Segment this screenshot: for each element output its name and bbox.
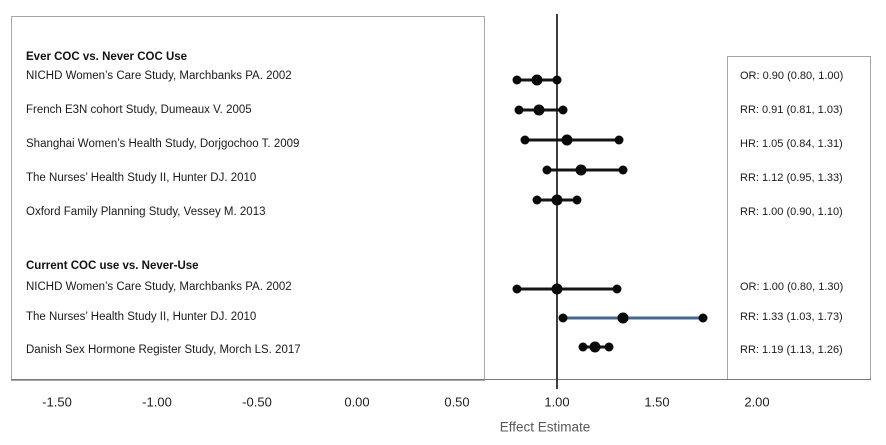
ci-line: [517, 287, 617, 291]
point-estimate-dot: [551, 194, 563, 206]
ci-upper-dot: [698, 313, 708, 323]
ci-lower-dot: [520, 135, 530, 145]
ci-upper-dot: [618, 165, 628, 175]
ci-lower-dot: [542, 165, 552, 175]
estimate-label: RR: 0.91 (0.81, 1.03): [740, 104, 843, 116]
estimate-label: RR: 1.12 (0.95, 1.33): [740, 172, 843, 184]
point-estimate-dot: [617, 312, 629, 324]
x-tick-label: 2.00: [744, 394, 770, 410]
study-label: French E3N cohort Study, Dumeaux V. 2005: [26, 104, 252, 116]
ci-upper-dot: [558, 105, 568, 115]
estimate-label: HR: 1.05 (0.84, 1.31): [740, 138, 843, 150]
x-tick-label: 0.00: [344, 394, 370, 410]
study-label: Shanghai Women’s Health Study, Dorjgocho…: [26, 138, 300, 150]
ci-lower-dot: [514, 105, 524, 115]
estimate-label: OR: 0.90 (0.80, 1.00): [740, 70, 844, 82]
ci-lower-dot: [512, 284, 522, 294]
x-tick-label: 1.50: [644, 394, 670, 410]
point-estimate-dot: [531, 74, 543, 86]
x-axis-line: [11, 379, 871, 380]
point-estimate-dot: [533, 104, 545, 116]
ci-upper-dot: [604, 342, 614, 352]
estimate-label: RR: 1.33 (1.03, 1.73): [740, 311, 843, 323]
group-header: Ever COC vs. Never COC Use: [26, 51, 188, 63]
estimate-label: RR: 1.00 (0.90, 1.10): [740, 206, 843, 218]
study-label: The Nurses’ Health Study II, Hunter DJ. …: [26, 172, 257, 184]
ci-upper-dot: [612, 284, 622, 294]
study-label: NICHD Women’s Care Study, Marchbanks PA.…: [26, 281, 292, 293]
ci-upper-dot: [572, 195, 582, 205]
ci-upper-dot: [614, 135, 624, 145]
point-estimate-dot: [575, 164, 587, 176]
ci-upper-dot: [552, 75, 562, 85]
ci-lower-dot: [558, 313, 568, 323]
ci-lower-dot: [512, 75, 522, 85]
ci-line: [563, 316, 703, 320]
study-label: The Nurses’ Health Study II, Hunter DJ. …: [26, 311, 257, 323]
x-tick-label: -1.00: [142, 394, 172, 410]
estimate-label: OR: 1.00 (0.80, 1.30): [740, 281, 844, 293]
x-tick-label: 0.50: [444, 394, 470, 410]
point-estimate-dot: [561, 134, 573, 146]
ci-lower-dot: [532, 195, 542, 205]
group-header: Current COC use vs. Never-Use: [26, 260, 199, 272]
x-tick-label: -1.50: [42, 394, 72, 410]
x-axis-title: Effect Estimate: [499, 419, 591, 435]
ci-lower-dot: [578, 342, 588, 352]
study-label: Oxford Family Planning Study, Vessey M. …: [26, 206, 266, 218]
study-label: NICHD Women’s Care Study, Marchbanks PA.…: [26, 70, 292, 82]
point-estimate-dot: [551, 283, 563, 295]
estimate-label: RR: 1.19 (1.13, 1.26): [740, 344, 843, 356]
study-labels-box: [11, 16, 485, 381]
study-label: Danish Sex Hormone Register Study, Morch…: [26, 344, 301, 356]
point-estimate-dot: [589, 341, 601, 353]
x-tick-label: 1.00: [544, 394, 570, 410]
x-tick-label: -0.50: [242, 394, 272, 410]
